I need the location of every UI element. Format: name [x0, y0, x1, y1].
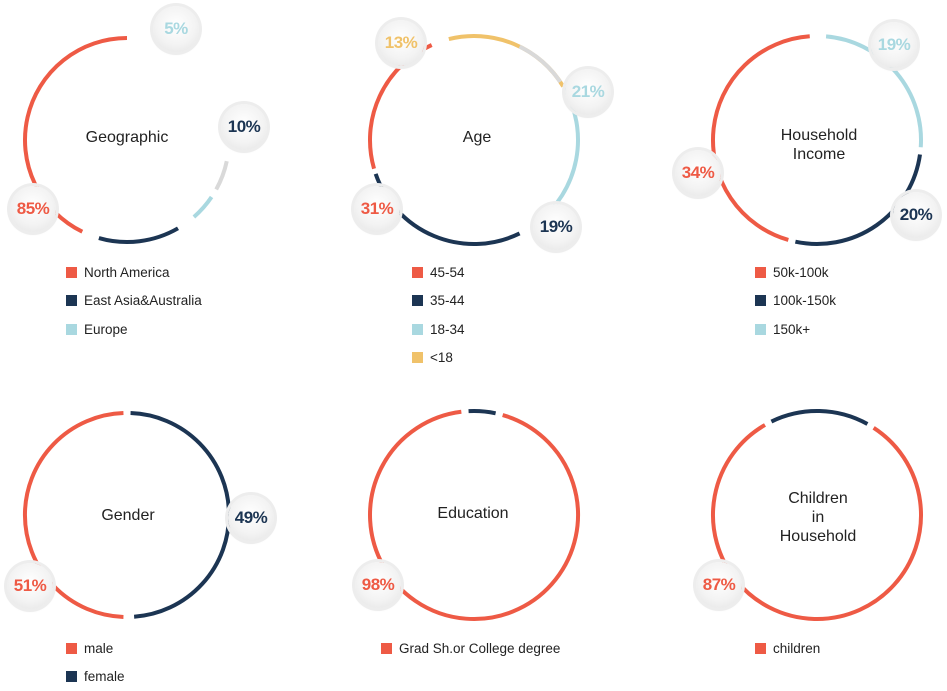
education-value-badge-grad-sh-or-college-degree: 98%: [355, 562, 401, 608]
education-legend-item-grad-sh-or-college-degree: Grad Sh.or College degree: [381, 634, 560, 663]
age-legend: 45-54 35-44 18-34 <18: [412, 258, 465, 372]
gender-value-badge-female: 49%: [228, 495, 274, 541]
education-arc-other: [469, 411, 496, 413]
age-value-badge-35-44: 19%: [533, 204, 579, 250]
children-in-household-value-badge-children: 87%: [696, 562, 742, 608]
household-income-value-badge-100k-150k: 20%: [893, 192, 939, 238]
legend-swatch: [66, 295, 77, 306]
age-title: Age: [402, 128, 552, 147]
children-in-household-legend: children: [755, 634, 820, 663]
geographic-legend-item-east-asia-australia: East Asia&Australia: [66, 287, 202, 316]
children-in-household-title: Children in Household: [743, 489, 893, 546]
household-income-value-badge-150k: 19%: [871, 22, 917, 68]
legend-swatch: [412, 352, 423, 363]
legend-swatch: [66, 324, 77, 335]
legend-label: male: [84, 641, 113, 656]
geographic-arc-east-asia-australia: [99, 228, 178, 242]
geographic-value-badge-east-asia-australia: 10%: [221, 104, 267, 150]
geographic-arc-remainder: [216, 161, 227, 189]
legend-swatch: [66, 643, 77, 654]
gender-legend-item-female: female: [66, 663, 125, 691]
education-legend: Grad Sh.or College degree: [381, 634, 560, 663]
geographic-title: Geographic: [52, 128, 202, 147]
legend-swatch: [755, 295, 766, 306]
legend-label: 18-34: [430, 322, 465, 337]
age-legend-item-35-44: 35-44: [412, 287, 465, 316]
geographic-value-badge-europe: 5%: [153, 6, 199, 52]
legend-label: Grad Sh.or College degree: [399, 641, 560, 656]
legend-label: East Asia&Australia: [84, 293, 202, 308]
legend-label: 100k-150k: [773, 293, 836, 308]
geographic-value-badge-north-america: 85%: [10, 186, 56, 232]
age-arc-remainder: [520, 47, 561, 82]
legend-swatch: [755, 267, 766, 278]
household-income-legend: 50k-100k 100k-150k 150k+: [755, 258, 836, 344]
age-legend-item-18: <18: [412, 344, 465, 373]
legend-label: 45-54: [430, 265, 465, 280]
legend-label: children: [773, 641, 820, 656]
legend-swatch: [755, 643, 766, 654]
children-in-household-legend-item-children: children: [755, 634, 820, 663]
age-value-badge-18: 13%: [378, 20, 424, 66]
legend-label: <18: [430, 350, 453, 365]
legend-label: 150k+: [773, 322, 810, 337]
gender-title: Gender: [53, 506, 203, 525]
age-value-badge-45-54: 31%: [354, 186, 400, 232]
gender-legend: male female: [66, 634, 125, 691]
age-value-badge-18-34: 21%: [565, 69, 611, 115]
geographic-legend-item-europe: Europe: [66, 315, 202, 344]
geographic-legend-item-north-america: North America: [66, 258, 202, 287]
age-legend-item-18-34: 18-34: [412, 315, 465, 344]
household-income-value-badge-50k-100k: 34%: [675, 150, 721, 196]
geographic-legend: North America East Asia&Australia Europe: [66, 258, 202, 344]
household-income-title: Household Income: [744, 126, 894, 164]
legend-swatch: [412, 295, 423, 306]
legend-swatch: [412, 267, 423, 278]
household-income-legend-item-150k: 150k+: [755, 315, 836, 344]
household-income-legend-item-50k-100k: 50k-100k: [755, 258, 836, 287]
legend-label: 35-44: [430, 293, 465, 308]
gender-value-badge-male: 51%: [7, 563, 53, 609]
legend-swatch: [66, 267, 77, 278]
geographic-arc-europe: [194, 197, 212, 217]
education-title: Education: [398, 504, 548, 523]
legend-swatch: [412, 324, 423, 335]
age-arc-18: [449, 36, 563, 86]
gender-legend-item-male: male: [66, 634, 125, 663]
legend-swatch: [66, 671, 77, 682]
household-income-legend-item-100k-150k: 100k-150k: [755, 287, 836, 316]
legend-label: 50k-100k: [773, 265, 829, 280]
age-legend-item-45-54: 45-54: [412, 258, 465, 287]
legend-label: North America: [84, 265, 170, 280]
children-in-household-arc-other: [771, 411, 867, 424]
legend-swatch: [381, 643, 392, 654]
legend-label: Europe: [84, 322, 128, 337]
legend-swatch: [755, 324, 766, 335]
legend-label: female: [84, 669, 125, 684]
